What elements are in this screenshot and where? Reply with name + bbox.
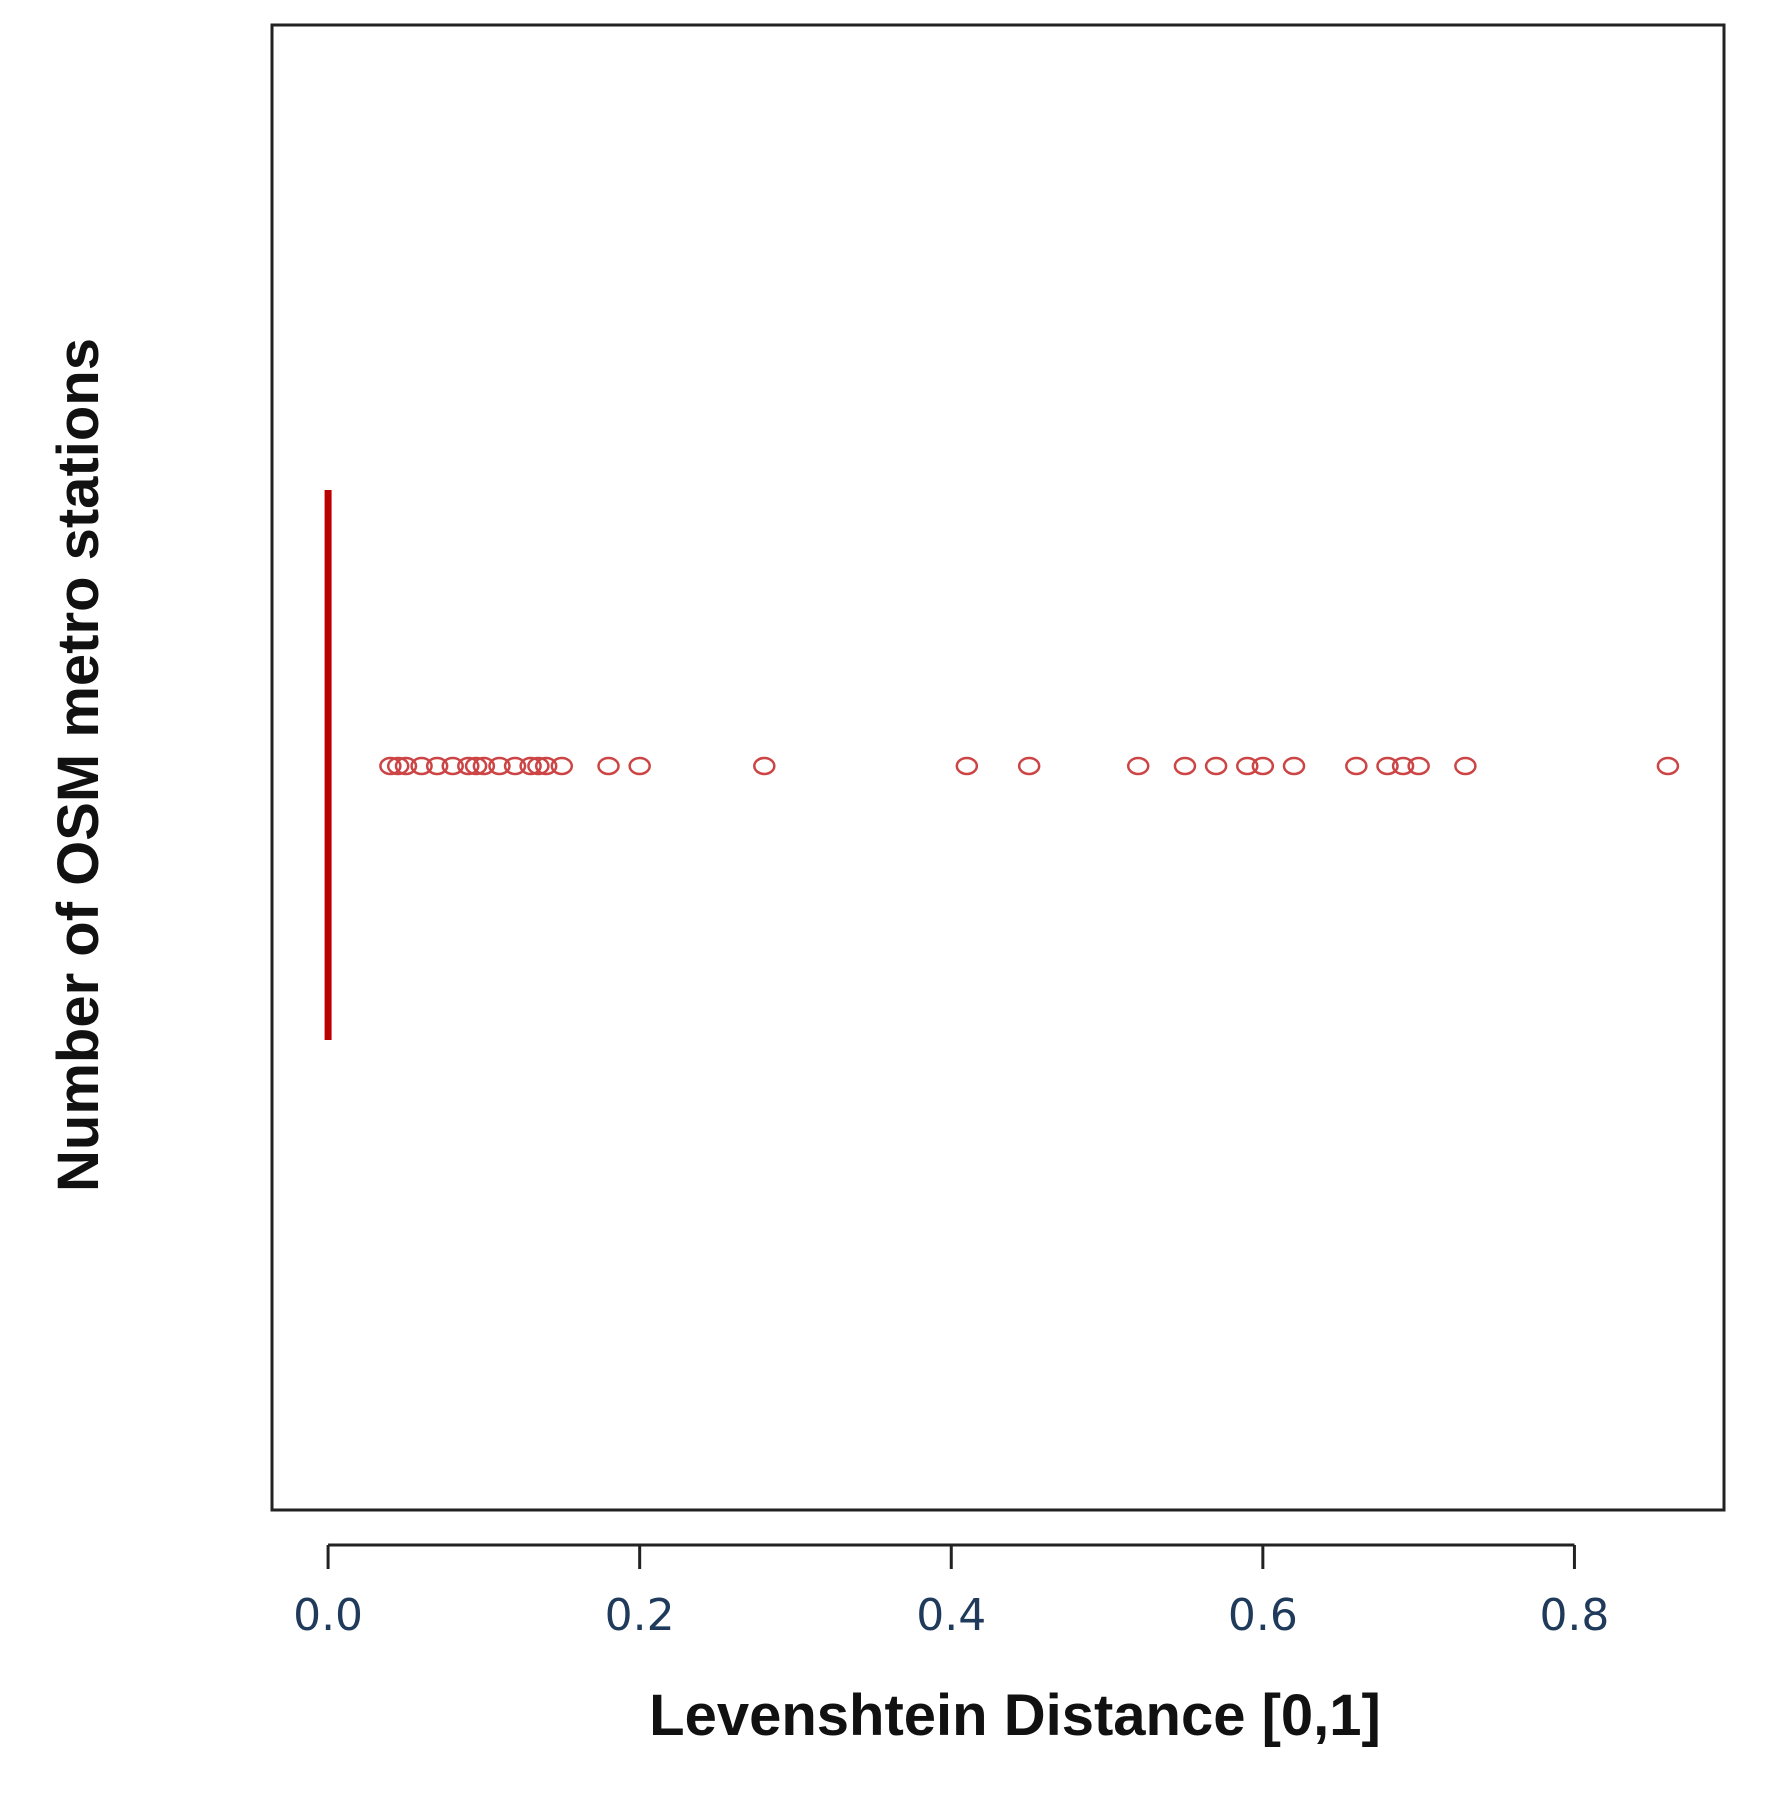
- data-point: [597, 756, 620, 776]
- x-tick-label: 0.6: [1228, 1590, 1298, 1641]
- data-point: [425, 756, 449, 776]
- data-point: [394, 756, 418, 776]
- data-point: [628, 756, 651, 776]
- data-point: [1656, 756, 1680, 776]
- data-point: [1126, 756, 1150, 776]
- data-point: [1376, 756, 1399, 776]
- data-point: [1391, 756, 1415, 776]
- data-point: [488, 756, 511, 776]
- data-point: [1454, 756, 1477, 776]
- data-point: [1345, 756, 1368, 776]
- data-point: [753, 756, 776, 776]
- data-point: [410, 756, 433, 776]
- data-point: [503, 756, 527, 776]
- x-tick-label: 0.0: [293, 1590, 363, 1641]
- data-point: [955, 756, 979, 776]
- data-point: [1236, 756, 1259, 776]
- data-point: [1407, 756, 1430, 776]
- data-point: [527, 756, 550, 776]
- data-point: [1173, 756, 1197, 776]
- data-point: [379, 756, 402, 776]
- data-point: [386, 756, 410, 776]
- data-point: [550, 756, 574, 776]
- data-marks: [324, 490, 1680, 1040]
- y-axis-title: Number of OSM metro stations: [46, 338, 111, 1192]
- data-point: [472, 756, 496, 776]
- x-tick-label: 0.2: [605, 1590, 675, 1641]
- x-axis-title: Levenshtein Distance [0,1]: [649, 1683, 1381, 1748]
- data-point: [534, 756, 558, 776]
- data-point: [464, 756, 488, 776]
- x-tick-label: 0.8: [1539, 1590, 1609, 1641]
- x-tick-label: 0.4: [916, 1590, 986, 1641]
- data-point: [1204, 756, 1228, 776]
- plot-frame: [270, 23, 1726, 1512]
- data-point: [1282, 756, 1306, 776]
- x-axis: 0.0 0.2 0.4 0.6 0.8: [293, 1543, 1609, 1641]
- data-point: [1251, 756, 1275, 776]
- data-point: [441, 756, 464, 776]
- data-point: [519, 756, 542, 776]
- data-point: [457, 756, 480, 776]
- data-point: [1017, 756, 1041, 776]
